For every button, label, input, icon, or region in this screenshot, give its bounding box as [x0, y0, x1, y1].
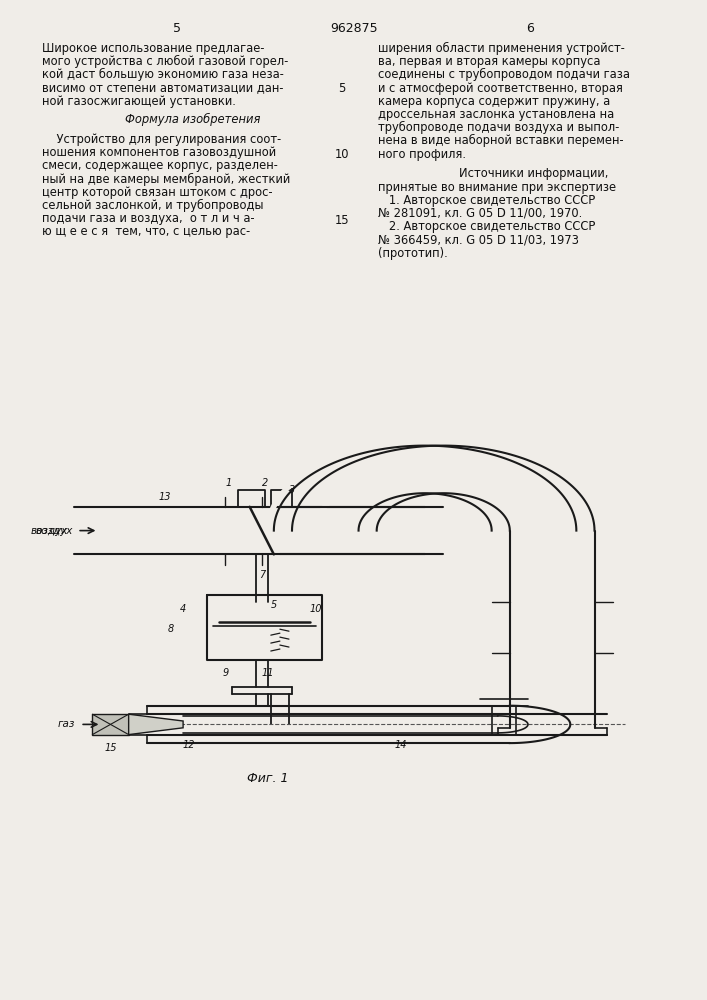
Text: Фиг. 1: Фиг. 1	[247, 772, 288, 785]
Text: 8: 8	[168, 624, 174, 634]
Text: 2. Авторское свидетельство СССР: 2. Авторское свидетельство СССР	[378, 220, 595, 233]
Text: 15: 15	[104, 743, 117, 753]
Text: смеси, содержащее корпус, разделен-: смеси, содержащее корпус, разделен-	[42, 159, 278, 172]
Text: 14: 14	[395, 740, 407, 750]
Text: 6: 6	[526, 22, 534, 35]
Text: ного профиля.: ного профиля.	[378, 148, 466, 161]
Text: газ: газ	[58, 719, 75, 729]
Text: трубопроводе подачи воздуха и выпол-: трубопроводе подачи воздуха и выпол-	[378, 121, 619, 134]
Text: дроссельная заслонка установлена на: дроссельная заслонка установлена на	[378, 108, 614, 121]
Text: подачи газа и воздуха,  о т л и ч а-: подачи газа и воздуха, о т л и ч а-	[42, 212, 255, 225]
Text: (прототип).: (прототип).	[378, 247, 448, 260]
Text: 1. Авторское свидетельство СССР: 1. Авторское свидетельство СССР	[378, 194, 595, 207]
Text: 15: 15	[334, 214, 349, 227]
Text: сельной заслонкой, и трубопроводы: сельной заслонкой, и трубопроводы	[42, 199, 264, 212]
Text: ширения области применения устройст-: ширения области применения устройст-	[378, 42, 625, 55]
Text: 5: 5	[173, 22, 181, 35]
Text: соединены с трубопроводом подачи газа: соединены с трубопроводом подачи газа	[378, 68, 630, 81]
Text: 13: 13	[158, 492, 171, 502]
Text: Источники информации,: Источники информации,	[460, 167, 609, 180]
Text: 5: 5	[339, 82, 346, 95]
Text: воздух: воздух	[31, 526, 68, 536]
Polygon shape	[93, 714, 129, 735]
Text: 7: 7	[259, 570, 265, 580]
Text: принятые во внимание при экспертизе: принятые во внимание при экспертизе	[378, 181, 616, 194]
Text: 10: 10	[310, 604, 322, 614]
Text: висимо от степени автоматизации дан-: висимо от степени автоматизации дан-	[42, 82, 284, 95]
Polygon shape	[129, 714, 183, 735]
Text: № 281091, кл. G 05 D 11/00, 1970.: № 281091, кл. G 05 D 11/00, 1970.	[378, 207, 583, 220]
Text: 5: 5	[271, 600, 277, 610]
Text: ю щ е е с я  тем, что, с целью рас-: ю щ е е с я тем, что, с целью рас-	[42, 225, 250, 238]
Text: Устройство для регулирования соот-: Устройство для регулирования соот-	[42, 133, 281, 146]
Text: ный на две камеры мембраной, жесткий: ный на две камеры мембраной, жесткий	[42, 173, 291, 186]
Text: 962875: 962875	[330, 22, 378, 35]
Text: 3: 3	[289, 485, 295, 495]
Text: мого устройства с любой газовой горел-: мого устройства с любой газовой горел-	[42, 55, 288, 68]
Text: 4: 4	[180, 604, 186, 614]
Text: воздух: воздух	[36, 526, 74, 536]
Text: нена в виде наборной вставки перемен-: нена в виде наборной вставки перемен-	[378, 134, 624, 147]
Text: ношения компонентов газовоздушной: ношения компонентов газовоздушной	[42, 146, 276, 159]
Text: 9: 9	[222, 668, 228, 678]
Text: 2: 2	[262, 478, 268, 488]
Text: 10: 10	[334, 148, 349, 161]
Text: 1: 1	[226, 478, 232, 488]
Text: 11: 11	[262, 668, 274, 678]
Text: камера корпуса содержит пружину, а: камера корпуса содержит пружину, а	[378, 95, 610, 108]
Text: центр которой связан штоком с дрос-: центр которой связан штоком с дрос-	[42, 186, 273, 199]
Text: кой даст большую экономию газа неза-: кой даст большую экономию газа неза-	[42, 68, 284, 81]
Text: ва, первая и вторая камеры корпуса: ва, первая и вторая камеры корпуса	[378, 55, 600, 68]
Text: 12: 12	[183, 740, 195, 750]
Text: № 366459, кл. G 05 D 11/03, 1973: № 366459, кл. G 05 D 11/03, 1973	[378, 233, 579, 246]
Text: и с атмосферой соответственно, вторая: и с атмосферой соответственно, вторая	[378, 82, 623, 95]
Text: Формула изобретения: Формула изобретения	[125, 113, 261, 126]
Text: ной газосжигающей установки.: ной газосжигающей установки.	[42, 95, 236, 108]
Text: Широкое использование предлагае-: Широкое использование предлагае-	[42, 42, 264, 55]
